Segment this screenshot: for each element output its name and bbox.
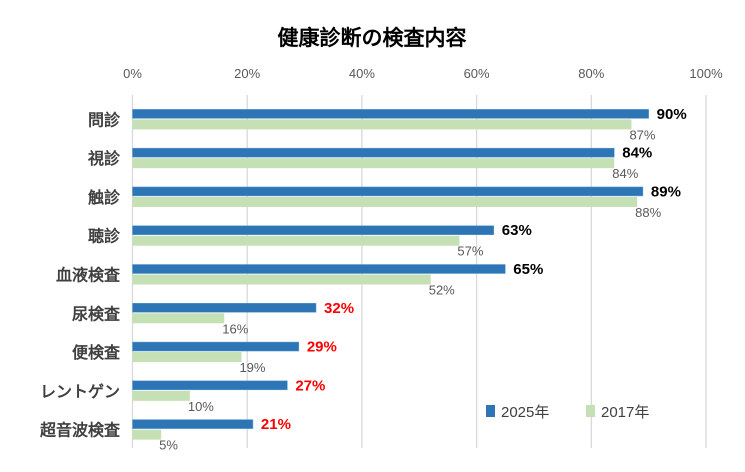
category-label: 便検査 [72, 343, 120, 362]
data-label-2025: 63% [502, 222, 532, 239]
data-label-2017: 84% [612, 166, 638, 181]
data-label-2017: 57% [457, 244, 483, 259]
bar-2025 [132, 147, 615, 158]
data-label-2017: 5% [159, 438, 178, 453]
data-label-2017: 10% [188, 399, 214, 414]
data-label-2025: 29% [307, 339, 337, 356]
tick-label: 60% [464, 66, 490, 81]
bar-2025 [132, 380, 288, 391]
bar-2025 [132, 264, 506, 274]
category-label: 視診 [87, 149, 121, 168]
category-label: 聴診 [88, 227, 121, 246]
tick-label: 40% [349, 66, 375, 81]
bar-2025 [132, 419, 254, 429]
legend: 2025年 2017年 [486, 404, 649, 421]
data-label-2017: 16% [222, 321, 248, 336]
bar-2025 [132, 109, 649, 119]
x-axis-ticks: 0% 20% 40% 60% 80% 100% [123, 66, 723, 81]
category-label: 触診 [87, 188, 121, 207]
bar-2025 [132, 186, 644, 197]
category-label: 血液検査 [56, 266, 120, 285]
data-label-2025: 89% [651, 183, 681, 200]
bar-2017 [132, 196, 638, 207]
tick-label: 20% [234, 66, 260, 81]
data-label-2025: 32% [324, 300, 354, 317]
bar-2017 [132, 274, 431, 285]
category-label: 尿検査 [72, 304, 120, 323]
bar-2017 [132, 119, 632, 130]
data-label-2025: 21% [261, 416, 291, 433]
tick-label: 80% [578, 66, 604, 81]
data-label-2017: 19% [239, 360, 265, 375]
bar-2017 [132, 235, 460, 246]
bar-2025 [132, 341, 300, 352]
data-label-2017: 87% [629, 127, 655, 142]
category-label: レントゲン [40, 382, 120, 401]
data-label-2025: 65% [513, 261, 543, 278]
tick-label: 0% [123, 66, 142, 81]
legend-swatch-2017 [586, 405, 595, 417]
bar-2017 [132, 313, 225, 324]
data-labels: 90%87% 84% 84% 89% 88% 63% 57% 65% 52% 32% 16% 29% 1… [159, 106, 687, 453]
tick-label: 100% [689, 66, 723, 81]
chart-title: 健康診断の検査内容 [278, 26, 467, 50]
category-label: 問診 [88, 110, 121, 129]
category-label: 超音波検査 [39, 421, 120, 440]
legend-label-2025: 2025年 [501, 404, 549, 421]
bars [132, 109, 649, 440]
data-label-2025: 27% [295, 377, 325, 394]
bar-2017 [132, 158, 615, 169]
bar-2017 [132, 352, 242, 363]
data-label-2017: 52% [429, 283, 455, 298]
bar-2017 [132, 390, 190, 401]
legend-swatch-2025 [486, 405, 495, 417]
data-label-2025: 84% [622, 145, 652, 162]
bar-2025 [132, 303, 317, 313]
data-label-2017: 88% [635, 205, 661, 220]
bar-2017 [132, 429, 162, 440]
legend-label-2017: 2017年 [601, 404, 649, 421]
bar-2025 [132, 225, 495, 235]
data-label-2025: 90% [657, 106, 687, 123]
